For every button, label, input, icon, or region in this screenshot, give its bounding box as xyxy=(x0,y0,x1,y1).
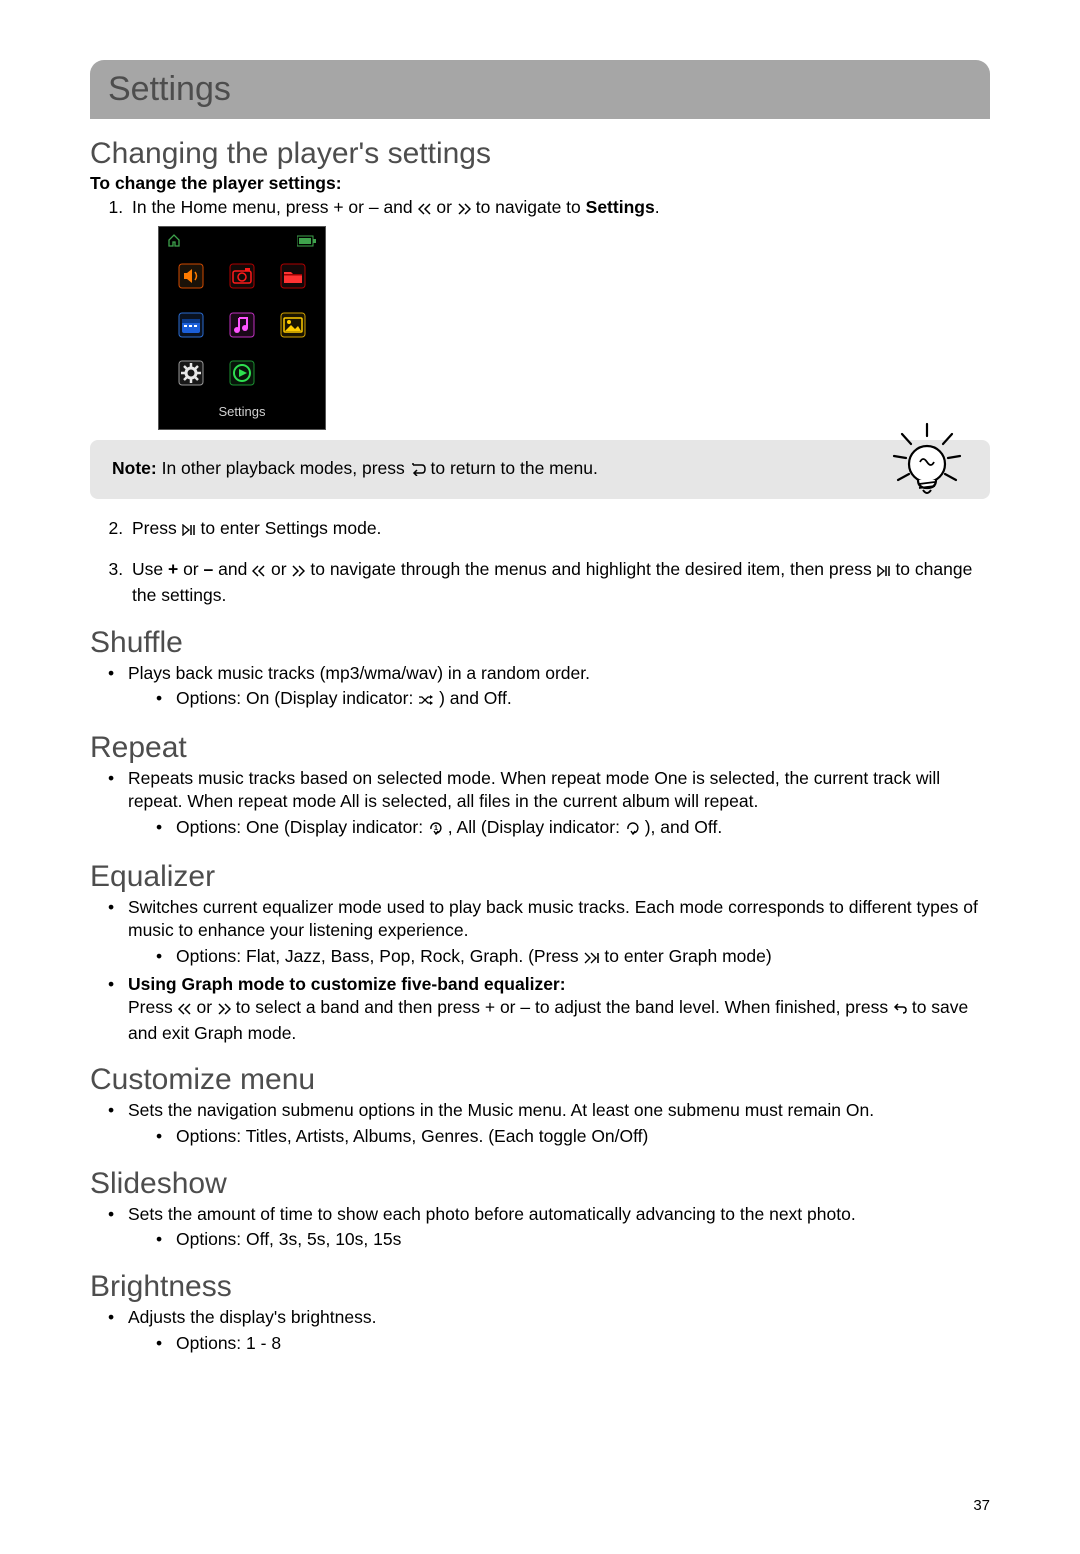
list-item: Adjusts the display's brightness. Option… xyxy=(108,1306,990,1355)
play-circle-icon xyxy=(227,358,257,388)
heading-brightness: Brightness xyxy=(90,1270,990,1304)
step-3: Use + or – and or to navigate through th… xyxy=(128,558,990,607)
list-item: Options: Titles, Artists, Albums, Genres… xyxy=(156,1125,990,1149)
svg-text:1: 1 xyxy=(434,825,438,832)
text: and xyxy=(218,559,252,579)
text: to enter Graph mode) xyxy=(604,946,771,966)
text: or xyxy=(436,197,456,217)
right-double-chevron-icon xyxy=(457,198,471,222)
text: ) and Off. xyxy=(439,688,512,708)
picture-icon xyxy=(278,310,308,340)
slideshow-list: Sets the amount of time to show each pho… xyxy=(90,1203,990,1252)
list-item: Using Graph mode to customize five-band … xyxy=(108,973,990,1046)
battery-icon xyxy=(297,235,317,247)
return-arrow-icon xyxy=(410,460,426,481)
page-number: 37 xyxy=(973,1497,990,1514)
step-2: Press to enter Settings mode. xyxy=(128,517,990,543)
heading-changing-settings: Changing the player's settings xyxy=(90,137,990,171)
list-item: Options: Off, 3s, 5s, 10s, 15s xyxy=(156,1228,990,1252)
list-item: Switches current equalizer mode used to … xyxy=(108,896,990,971)
heading-equalizer: Equalizer xyxy=(90,860,990,894)
text: Press xyxy=(128,997,178,1017)
step-1: In the Home menu, press + or – and or to… xyxy=(128,196,990,430)
list-item: Options: 1 - 8 xyxy=(156,1332,990,1356)
list-item: Repeats music tracks based on selected m… xyxy=(108,767,990,842)
text: In the Home menu, press + or – and xyxy=(132,197,418,217)
text: Adjusts the display's brightness. xyxy=(128,1307,376,1327)
calendar-icon xyxy=(176,310,206,340)
text: Switches current equalizer mode used to … xyxy=(128,897,978,941)
home-icon xyxy=(167,234,181,248)
text: or xyxy=(271,559,291,579)
text-bold: Settings xyxy=(586,197,655,217)
text: Plays back music tracks (mp3/wma/wav) in… xyxy=(128,663,590,683)
text: . xyxy=(655,197,660,217)
equalizer-list: Switches current equalizer mode used to … xyxy=(90,896,990,1046)
repeat-all-icon xyxy=(625,818,640,842)
custmenu-list: Sets the navigation submenu options in t… xyxy=(90,1099,990,1148)
page-title: Settings xyxy=(108,70,972,109)
title-bar: Settings xyxy=(90,60,990,119)
lightbulb-icon xyxy=(888,422,966,509)
right-double-chevron-icon xyxy=(217,998,231,1022)
heading-customize-menu: Customize menu xyxy=(90,1063,990,1097)
left-double-chevron-icon xyxy=(418,198,432,222)
note-text: In other playback modes, press xyxy=(157,458,410,478)
list-item: Sets the navigation submenu options in t… xyxy=(108,1099,990,1148)
text-bold: Using Graph mode to customize five-band … xyxy=(128,974,566,994)
text: + xyxy=(168,559,183,579)
repeat-one-icon: 1 xyxy=(428,818,443,842)
text: Options: Flat, Jazz, Bass, Pop, Rock, Gr… xyxy=(176,946,584,966)
brightness-list: Adjusts the display's brightness. Option… xyxy=(90,1306,990,1355)
skip-forward-icon xyxy=(584,947,600,971)
right-double-chevron-icon xyxy=(291,560,305,584)
text: to navigate to xyxy=(476,197,586,217)
list-item: Options: Flat, Jazz, Bass, Pop, Rock, Gr… xyxy=(156,945,990,971)
note-box: Note: In other playback modes, press to … xyxy=(90,440,990,499)
device-label: Settings xyxy=(163,403,321,421)
list-item: Plays back music tracks (mp3/wma/wav) in… xyxy=(108,662,990,713)
text: to navigate through the menus and highli… xyxy=(310,559,876,579)
music-note-icon xyxy=(227,310,257,340)
text: Sets the amount of time to show each pho… xyxy=(128,1204,856,1224)
text: to select a band and then press + or – t… xyxy=(236,997,893,1017)
back-arrow-icon xyxy=(893,998,907,1022)
list-item: Options: One (Display indicator: 1 , All… xyxy=(156,816,990,842)
heading-shuffle: Shuffle xyxy=(90,626,990,660)
heading-repeat: Repeat xyxy=(90,731,990,765)
left-double-chevron-icon xyxy=(252,560,266,584)
subheading-to-change: To change the player settings: xyxy=(90,173,990,194)
note-text: to return to the menu. xyxy=(431,458,598,478)
text: Use xyxy=(132,559,168,579)
text: – xyxy=(199,559,218,579)
text: Options: On (Display indicator: xyxy=(176,688,418,708)
list-item: Options: On (Display indicator: ) and Of… xyxy=(156,687,990,713)
heading-slideshow: Slideshow xyxy=(90,1167,990,1201)
left-double-chevron-icon xyxy=(178,998,192,1022)
steps-list-cont: Press to enter Settings mode. Use + or –… xyxy=(90,517,990,608)
play-pause-icon xyxy=(182,519,196,543)
repeat-list: Repeats music tracks based on selected m… xyxy=(90,767,990,842)
device-screenshot: Settings xyxy=(158,226,326,430)
text: Press xyxy=(132,518,182,538)
text: Options: One (Display indicator: xyxy=(176,817,428,837)
speaker-icon xyxy=(176,261,206,291)
text: or xyxy=(196,997,216,1017)
shuffle-icon xyxy=(418,689,434,713)
text: , All (Display indicator: xyxy=(448,817,625,837)
text: to enter Settings mode. xyxy=(200,518,381,538)
list-item: Sets the amount of time to show each pho… xyxy=(108,1203,990,1252)
text: Repeats music tracks based on selected m… xyxy=(128,768,940,812)
note-prefix: Note: xyxy=(112,458,157,478)
play-pause-icon xyxy=(877,560,891,584)
text: or xyxy=(183,559,199,579)
camera-icon xyxy=(227,261,257,291)
steps-list: In the Home menu, press + or – and or to… xyxy=(90,196,990,430)
text: ), and Off. xyxy=(645,817,723,837)
text: Sets the navigation submenu options in t… xyxy=(128,1100,874,1120)
gear-icon xyxy=(176,358,206,388)
folder-icon xyxy=(278,261,308,291)
shuffle-list: Plays back music tracks (mp3/wma/wav) in… xyxy=(90,662,990,713)
